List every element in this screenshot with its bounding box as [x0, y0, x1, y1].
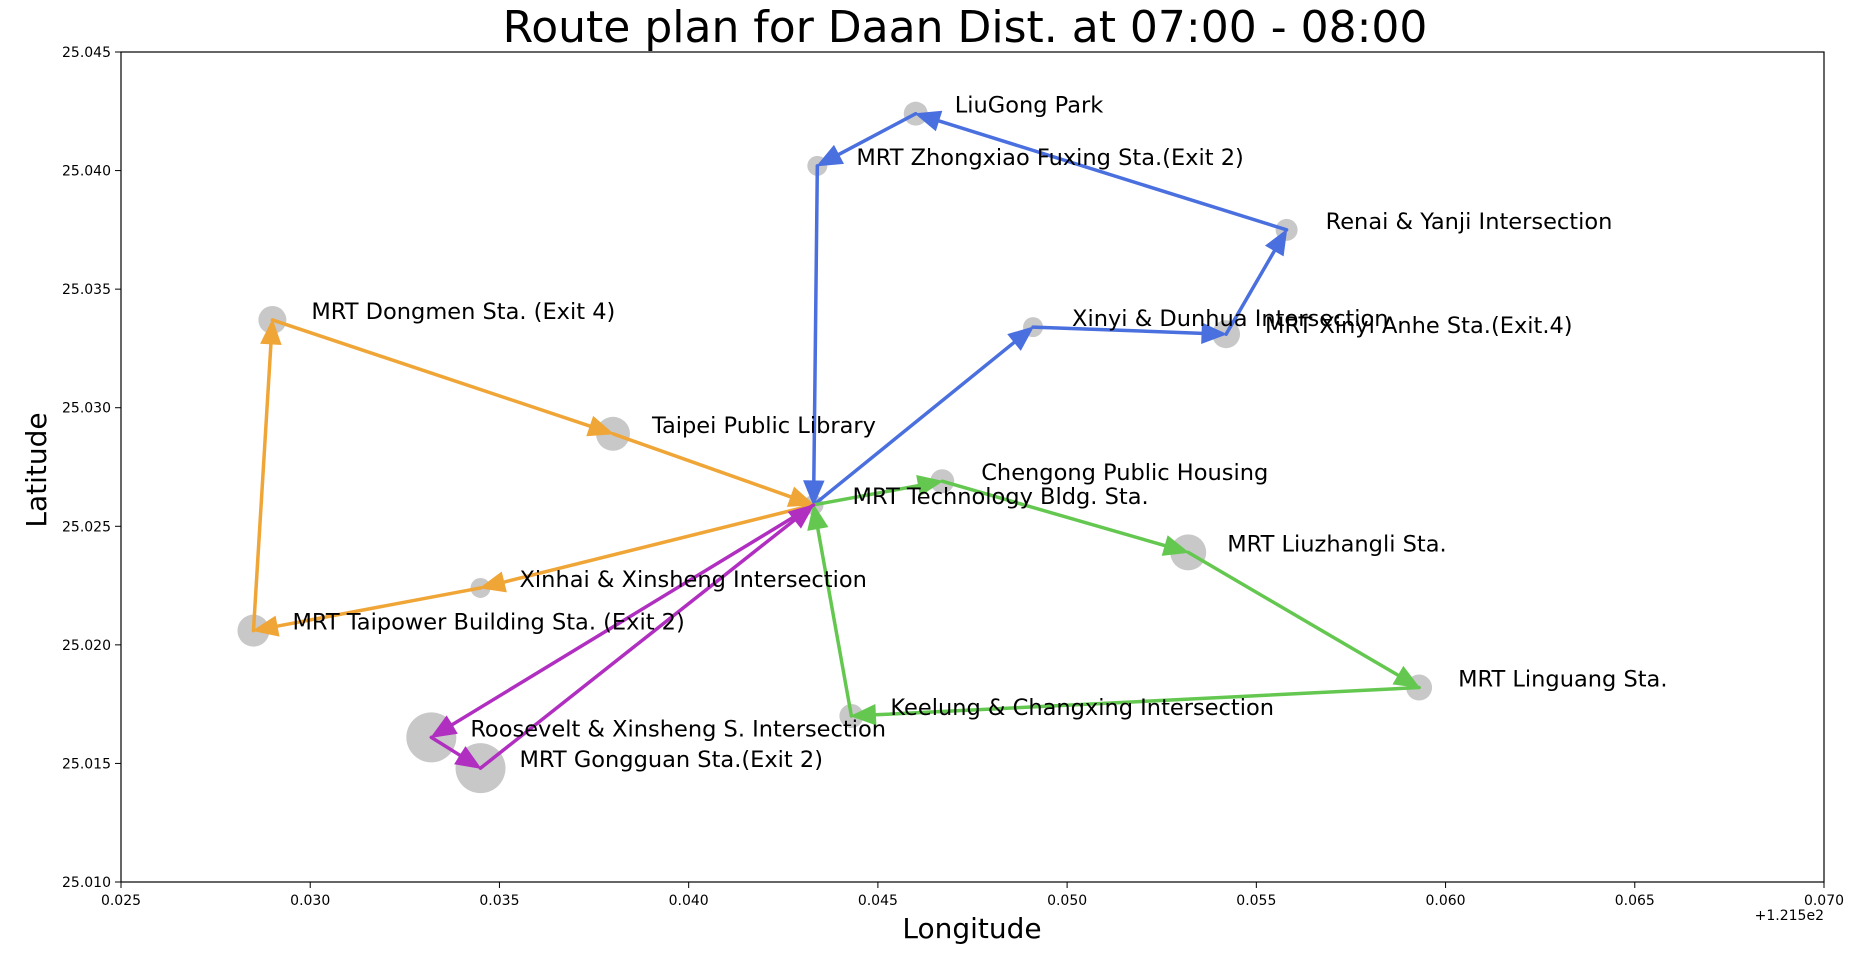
y-tick-label: 25.020: [62, 638, 111, 654]
station-label: Roosevelt & Xinsheng S. Intersection: [470, 716, 886, 742]
station-label: Chengong Public Housing: [981, 460, 1268, 486]
station-label: MRT Zhongxiao Fuxing Sta.(Exit 2): [856, 145, 1243, 171]
y-tick-label: 25.035: [62, 282, 111, 298]
route-arrowhead: [430, 715, 458, 738]
x-axis: 0.025 0.030 0.035 0.040 0.045 0.050 0.055 0.060…: [101, 882, 1844, 909]
x-tick-label: 0.040: [669, 893, 709, 909]
station-label: MRT Xinyi Anhe Sta.(Exit.4): [1265, 313, 1573, 339]
route-arrowhead: [586, 415, 615, 437]
route-segment: [478, 518, 797, 770]
station-label: Keelung & Changxing Intersection: [890, 695, 1274, 721]
station-label: Renai & Yanji Intersection: [1326, 209, 1613, 235]
x-tick-label: 0.035: [479, 893, 519, 909]
plot-area: LiuGong Park MRT Zhongxiao Fuxing Sta.(Ex…: [237, 93, 1667, 794]
route-arrowhead: [454, 746, 482, 769]
route-segment: [275, 586, 483, 628]
x-axis-label: Longitude: [902, 912, 1041, 945]
route-arrowhead: [807, 503, 829, 531]
station-label: MRT Dongmen Sta. (Exit 4): [311, 299, 615, 325]
route-segment: [811, 340, 1017, 507]
y-tick-label: 25.040: [62, 164, 111, 180]
station-label: MRT Taipower Building Sta. (Exit 2): [292, 610, 684, 636]
x-tick-label: 0.065: [1615, 893, 1655, 909]
y-tick-label: 25.010: [62, 875, 111, 891]
route-segment: [1186, 550, 1401, 678]
route-segment: [1031, 325, 1204, 336]
route-path: [429, 503, 816, 770]
route-arrowhead: [252, 615, 280, 637]
station-points: [237, 101, 1433, 794]
route-arrowhead: [1201, 322, 1228, 345]
route-arrowhead: [916, 475, 944, 497]
route-segment: [611, 432, 793, 499]
station-label: LiuGong Park: [955, 93, 1104, 119]
route-arrowhead: [1392, 665, 1421, 689]
route-arrowhead: [1007, 326, 1035, 351]
station-label: MRT Linguang Sta.: [1458, 667, 1667, 693]
x-tick-label: 0.045: [858, 893, 898, 909]
y-tick-label: 25.025: [62, 519, 111, 535]
station-label: Xinyi & Dunhua Intersection: [1072, 306, 1389, 332]
route-segment: [816, 526, 854, 718]
x-tick-label: 0.030: [290, 893, 330, 909]
route-arrowhead: [1264, 228, 1288, 257]
route-segment: [812, 164, 820, 483]
route-arrowhead: [816, 144, 844, 167]
route-segment: [936, 119, 1289, 232]
station-label: Taipei Public Library: [651, 413, 876, 439]
station-label: Xinhai & Xinsheng Intersection: [520, 567, 867, 593]
chart-title: Route plan for Daan Dist. at 07:00 - 08:…: [503, 2, 1428, 53]
y-tick-label: 25.045: [62, 45, 111, 61]
route-path: [251, 318, 816, 637]
route-path: [807, 475, 1421, 726]
route-arrowhead: [787, 504, 815, 529]
route-segment: [836, 111, 918, 157]
route-arrowhead: [786, 486, 815, 507]
x-axis-offset-label: +1.215e2: [1755, 908, 1824, 924]
route-arrowhead: [914, 110, 943, 132]
route-segment: [940, 479, 1167, 548]
station-label: MRT Liuzhangli Sta.: [1227, 531, 1446, 557]
y-tick-label: 25.015: [62, 756, 111, 772]
route-segment: [873, 685, 1421, 717]
routes: [251, 110, 1421, 770]
route-path: [803, 110, 1289, 507]
route-segment: [811, 483, 921, 507]
x-tick-label: 0.025: [101, 893, 141, 909]
route-arrowhead: [260, 318, 282, 346]
route-arrowhead: [850, 704, 877, 726]
route-segment: [429, 735, 462, 758]
route-segment: [450, 503, 816, 727]
route-arrowhead: [803, 480, 825, 507]
station-label: MRT Gongguan Sta.(Exit 2): [520, 747, 823, 773]
y-axis-label: Latitude: [20, 412, 53, 527]
y-tick-label: 25.030: [62, 401, 111, 417]
station-label: MRT Technology Bldg. Sta.: [853, 484, 1149, 510]
route-segment: [251, 342, 273, 633]
station-labels: LiuGong Park MRT Zhongxiao Fuxing Sta.(Ex…: [292, 93, 1667, 774]
x-tick-label: 0.055: [1236, 893, 1276, 909]
x-tick-label: 0.050: [1047, 893, 1087, 909]
route-segment: [1224, 248, 1277, 336]
route-arrowhead: [1161, 535, 1190, 556]
y-axis: 25.010 25.015 25.020 25.025 25.030 25.035 25.0…: [62, 45, 121, 891]
plot-frame: [120, 51, 1825, 883]
route-segment: [270, 318, 592, 428]
x-tick-label: 0.070: [1804, 893, 1844, 909]
route-arrowhead: [479, 571, 507, 593]
x-tick-label: 0.060: [1426, 893, 1466, 909]
route-segment: [502, 503, 816, 584]
